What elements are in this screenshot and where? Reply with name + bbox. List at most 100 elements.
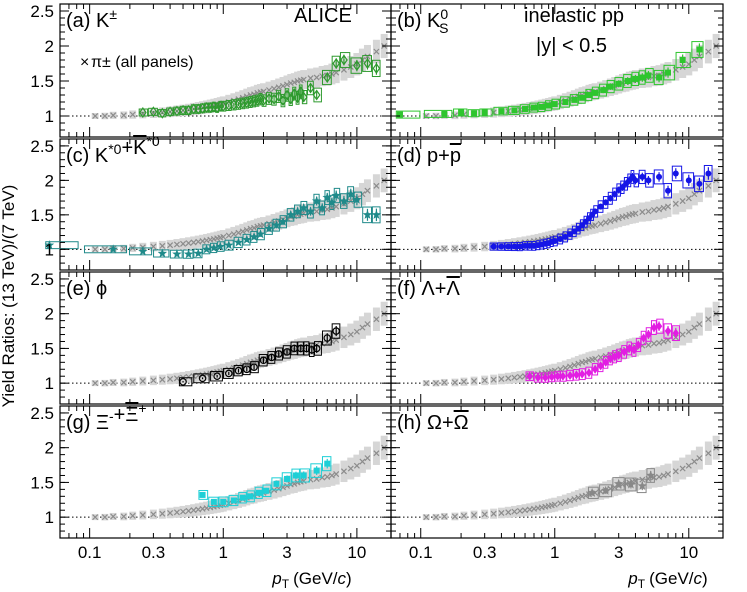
panel-f: (f) Λ+Λ (390, 271, 724, 405)
data-point (362, 209, 373, 219)
data-point (166, 106, 174, 118)
data-point (679, 57, 686, 63)
pion-point (611, 216, 618, 223)
data-point (592, 208, 599, 215)
panel-a: 1 1.5 2 2.5 (a) K± (30, 2, 392, 138)
pion-point (110, 112, 117, 119)
pion-point (359, 458, 366, 465)
syst-box (682, 172, 695, 189)
data-point (645, 329, 652, 340)
data-point (259, 356, 268, 365)
syst-box (310, 463, 322, 478)
data-point (317, 202, 327, 212)
x-tick-label: 1 (219, 543, 228, 562)
pion-point (364, 321, 371, 328)
pion-point (92, 514, 99, 521)
pion-point (120, 112, 127, 119)
syst-box (671, 165, 683, 182)
data-point (551, 101, 558, 108)
data-point (542, 373, 549, 383)
pion-point (481, 511, 488, 518)
data-point (353, 60, 361, 72)
syst-box (395, 110, 421, 119)
pion-point (551, 501, 558, 508)
x-tick-label: 0.1 (409, 543, 433, 562)
syst-box (83, 245, 128, 254)
syst-box (246, 490, 255, 503)
pion-point (660, 338, 667, 345)
pion-point (460, 512, 467, 519)
panel-label-part: (h) Ω+ (397, 412, 454, 434)
data-point (630, 345, 638, 355)
panel-label-part: 0 (440, 6, 448, 22)
data-point (548, 372, 555, 382)
pion-point (451, 513, 458, 520)
syst-box (281, 472, 292, 486)
pion-point (328, 70, 335, 78)
data-point (637, 480, 648, 490)
data-point (559, 371, 567, 381)
data-point (602, 199, 609, 206)
data-point (322, 192, 332, 202)
pion-point (432, 380, 440, 387)
x-axis-title-right-unit-post: ) (702, 569, 708, 588)
pion-point (571, 496, 578, 503)
plot-layer: 11.522.5 (a) K± (b) K0 S11.522.5 (c) K*0+K*0… (30, 2, 724, 562)
pion-point (696, 53, 703, 60)
data-point (591, 364, 599, 374)
pion-point (656, 339, 663, 346)
syst-box (233, 236, 243, 249)
pion-point (650, 340, 658, 347)
pion-point (230, 231, 237, 238)
pion-point (353, 462, 360, 469)
legend-marker: × (80, 54, 89, 71)
data-point (705, 170, 712, 177)
pion-point (139, 512, 146, 519)
panel-d-label: (d) p+p (397, 145, 461, 167)
syst-box (210, 370, 223, 382)
pion-point (490, 510, 497, 517)
data-point (664, 326, 672, 336)
data-point (323, 71, 332, 84)
syst-box (636, 478, 647, 494)
syst-box (533, 372, 542, 383)
pion-point (522, 373, 529, 380)
x-axis-title-left-sub: T (282, 577, 290, 591)
syst-box (612, 477, 625, 491)
pion-point (656, 206, 663, 213)
pion-point (571, 362, 578, 369)
data-point (371, 209, 382, 219)
syst-box (286, 208, 295, 222)
data-point (172, 249, 182, 259)
pion-point (660, 204, 667, 211)
pion-point (705, 316, 712, 323)
data-point (306, 82, 315, 94)
syst-box (350, 57, 363, 74)
data-point (249, 231, 259, 241)
data-point (645, 72, 652, 79)
pion-point (522, 507, 529, 514)
syst-box (371, 206, 381, 224)
pion-point (471, 512, 478, 519)
data-point (554, 371, 561, 381)
pion-point (691, 324, 698, 331)
data-point (233, 237, 244, 247)
panel-c-label: (c) K*0+K*0 (66, 133, 160, 167)
syst-box (646, 468, 655, 483)
syst-box (663, 64, 676, 81)
data-point (396, 111, 403, 118)
data-point (545, 102, 552, 109)
pion-point (300, 478, 307, 485)
data-point (522, 242, 529, 249)
data-point (655, 321, 663, 331)
syst-box (578, 91, 586, 104)
pion-point (567, 363, 574, 370)
pion-point (251, 224, 258, 231)
panel-c-pion-reference (91, 168, 388, 253)
pion-point (441, 245, 448, 252)
pion-point (575, 360, 582, 367)
pion-point (265, 87, 273, 94)
panel-label-part: (g) Ξ (66, 412, 109, 434)
pion-point (460, 378, 467, 385)
x-tick-label: 1 (550, 543, 559, 562)
